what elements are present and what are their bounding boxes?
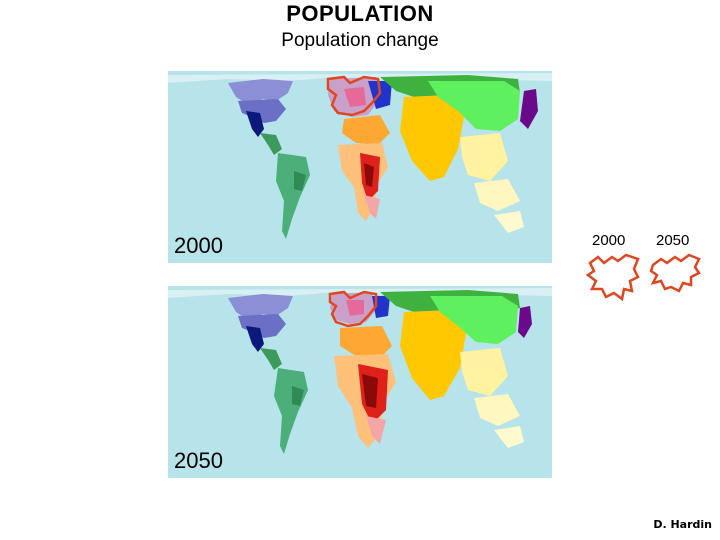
cartogram-2000-graphic (168, 73, 552, 239)
map-year-label-2050: 2050 (174, 448, 223, 473)
author-credit: D. Hardin (653, 518, 712, 531)
page-subtitle: Population change (281, 30, 439, 51)
cartogram-2050-graphic (168, 288, 552, 454)
legend-label-2050: 2050 (656, 232, 690, 249)
europe-outline-2050-icon (649, 253, 701, 293)
legend-label-2000: 2000 (592, 232, 626, 249)
cartogram-map-2050: 2050 (168, 286, 552, 478)
page-title: POPULATION (286, 1, 434, 26)
europe-outline-2000-icon (586, 253, 640, 302)
cartogram-map-2000: 2000 (168, 71, 552, 263)
map-year-label-2000: 2000 (174, 233, 223, 258)
